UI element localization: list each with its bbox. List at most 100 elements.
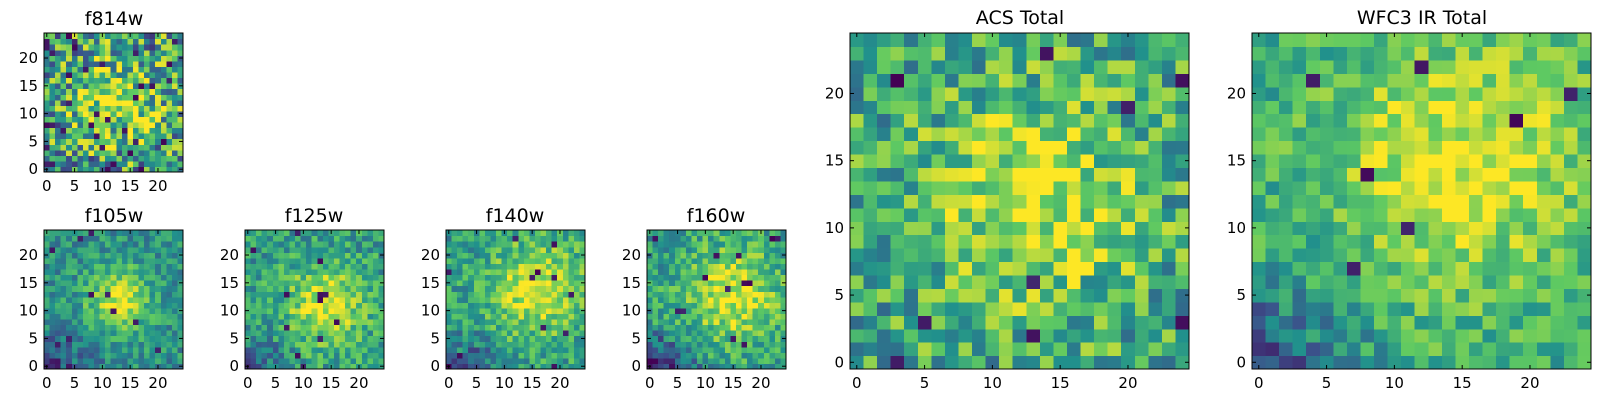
heatmap-cell — [702, 324, 709, 331]
heatmap-cell — [1428, 167, 1443, 182]
heatmap-cell — [289, 263, 296, 270]
heatmap-cell — [697, 363, 704, 370]
heatmap-cell — [171, 318, 179, 326]
heatmap-cell — [160, 257, 167, 264]
heatmap-cell — [1026, 167, 1041, 182]
heatmap-cell — [691, 346, 698, 353]
heatmap-cell — [1563, 288, 1579, 303]
heatmap-cell — [719, 357, 726, 365]
heatmap-cell — [367, 296, 374, 303]
heatmap-cell — [1441, 274, 1456, 289]
heatmap-cell — [272, 318, 279, 326]
heatmap-cell — [110, 252, 117, 259]
heatmap-cell — [250, 285, 257, 292]
heatmap-cell — [1509, 180, 1524, 195]
heatmap-cell — [144, 83, 151, 90]
heatmap-cell — [333, 291, 341, 298]
heatmap-cell — [283, 363, 291, 370]
heatmap-cell — [562, 341, 569, 348]
heatmap-cell — [863, 261, 878, 276]
heatmap-cell — [155, 268, 162, 276]
heatmap-cell — [1053, 73, 1068, 88]
heatmap-cell — [529, 313, 536, 320]
heatmap-cell — [121, 257, 128, 264]
heatmap-cell — [144, 335, 151, 342]
heatmap-cell — [1346, 153, 1362, 168]
heatmap-cell — [917, 140, 932, 155]
heatmap-cell — [1482, 315, 1497, 330]
heatmap-cell — [972, 180, 987, 195]
heatmap-cell — [774, 274, 782, 281]
heatmap-cell — [562, 241, 569, 248]
heatmap-cell — [546, 268, 553, 276]
heatmap-cell — [1577, 100, 1592, 115]
x-tick-label: 5 — [70, 374, 80, 392]
heatmap-cell — [177, 313, 184, 320]
heatmap-cell — [724, 357, 731, 365]
heatmap-cell — [1563, 274, 1579, 289]
heatmap-cell — [367, 274, 374, 281]
heatmap-cell — [780, 268, 787, 276]
heatmap-cell — [557, 330, 564, 337]
heatmap-cell — [1333, 234, 1348, 249]
heatmap-cell — [1039, 355, 1054, 370]
heatmap-cell — [1333, 274, 1348, 289]
heatmap-cell — [1577, 86, 1592, 101]
heatmap-cell — [88, 230, 95, 237]
heatmap-cell — [763, 318, 770, 326]
heatmap-cell — [758, 341, 765, 348]
heatmap-cell — [985, 328, 1000, 343]
heatmap-cell — [1563, 180, 1579, 195]
heatmap-cell — [1523, 113, 1538, 128]
heatmap-cell — [557, 268, 564, 276]
heatmap-cell — [127, 235, 134, 242]
heatmap-cell — [674, 296, 681, 303]
heatmap-cell — [680, 324, 687, 331]
heatmap-cell — [496, 302, 503, 309]
heatmap-cell — [110, 246, 117, 253]
heatmap-cell — [669, 263, 676, 270]
heatmap-cell — [105, 33, 112, 40]
heatmap-cell — [267, 363, 274, 370]
heatmap-cell — [647, 263, 654, 270]
heatmap-cell — [138, 160, 145, 168]
heatmap-cell — [99, 352, 106, 359]
heatmap-cell — [71, 127, 78, 134]
heatmap-cell — [1121, 288, 1136, 303]
heatmap-cell — [958, 113, 973, 128]
heatmap-cell — [356, 257, 363, 264]
x-tick-label: 10 — [983, 374, 1002, 392]
heatmap-cell — [77, 285, 84, 292]
heatmap-cell — [1107, 46, 1122, 61]
heatmap-cell — [132, 144, 140, 151]
heatmap-cell — [105, 318, 112, 326]
heatmap-cell — [149, 235, 156, 242]
heatmap-cell — [512, 263, 519, 270]
heatmap-cell — [339, 230, 346, 237]
heatmap-cell — [160, 246, 167, 253]
heatmap-cell — [512, 346, 519, 353]
heatmap-cell — [311, 357, 318, 365]
heatmap-cell — [1563, 153, 1579, 168]
heatmap-cell — [713, 357, 720, 365]
heatmap-cell — [904, 46, 919, 61]
heatmap-cell — [256, 241, 263, 248]
heatmap-cell — [863, 140, 878, 155]
heatmap-cell — [917, 315, 932, 330]
heatmap-cell — [1496, 167, 1511, 182]
heatmap-cell — [1252, 342, 1267, 357]
heatmap-cell — [256, 285, 263, 292]
heatmap-cell — [999, 288, 1014, 303]
heatmap-cell — [66, 346, 73, 353]
heatmap-cell — [105, 357, 112, 365]
heatmap-cell — [451, 318, 458, 326]
heatmap-cell — [160, 341, 167, 348]
heatmap-cell — [468, 357, 475, 365]
heatmap-cell — [735, 263, 743, 270]
heatmap-cell — [1279, 288, 1294, 303]
heatmap-cell — [1319, 153, 1334, 168]
heatmap-cell — [121, 38, 128, 45]
heatmap-cell — [685, 263, 693, 270]
heatmap-cell — [931, 288, 946, 303]
heatmap-cell — [138, 133, 145, 140]
